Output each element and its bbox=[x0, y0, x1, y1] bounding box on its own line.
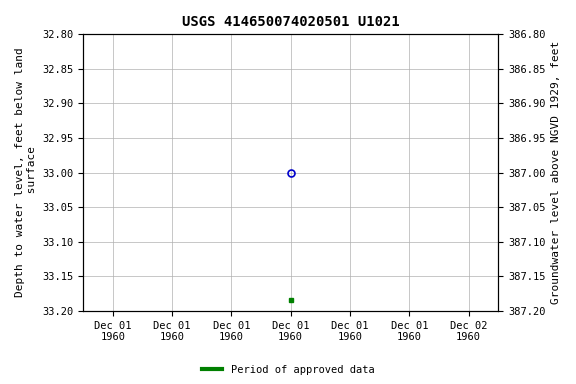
Legend: Period of approved data: Period of approved data bbox=[198, 361, 378, 379]
Title: USGS 414650074020501 U1021: USGS 414650074020501 U1021 bbox=[182, 15, 400, 29]
Y-axis label: Depth to water level, feet below land
 surface: Depth to water level, feet below land su… bbox=[15, 48, 37, 298]
Y-axis label: Groundwater level above NGVD 1929, feet: Groundwater level above NGVD 1929, feet bbox=[551, 41, 561, 304]
